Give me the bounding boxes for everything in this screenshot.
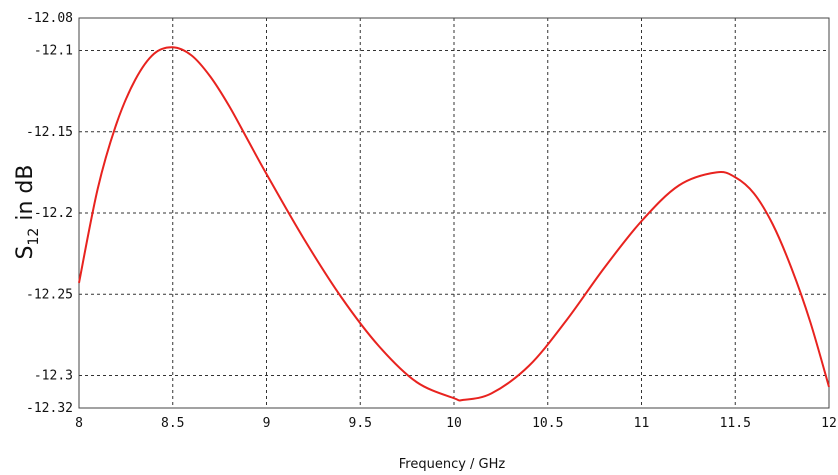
x-tick-label: 12 — [821, 416, 837, 431]
tick-layer: 8 8.5 9 9.5 10 10.5 11 11.5 12 -12.08 -12.1 -12.15 -… — [26, 11, 837, 431]
y-axis-title-rest: in dB — [13, 165, 38, 228]
x-tick-label: 10.5 — [532, 416, 563, 431]
plot-frame — [78, 17, 830, 409]
x-tick-label: 10 — [446, 416, 462, 431]
x-axis-title: Frequency / GHz — [399, 457, 506, 472]
y-tick-label: -12.1 — [34, 44, 73, 59]
grid-layer — [79, 18, 829, 408]
series-line — [78, 46, 830, 402]
x-tick-label: 8 — [75, 416, 83, 431]
x-tick-label: 9.5 — [349, 416, 372, 431]
y-tick-label: -12.15 — [26, 125, 73, 140]
series-layer — [78, 46, 830, 402]
y-tick-label: -12.3 — [34, 369, 73, 384]
x-tick-label: 9 — [263, 416, 271, 431]
x-tick-label: 11 — [634, 416, 650, 431]
x-tick-label: 11.5 — [720, 416, 751, 431]
y-axis-title-subscript: 12 — [26, 228, 42, 246]
y-tick-label: -12.2 — [34, 206, 73, 221]
y-tick-label: -12.25 — [26, 287, 73, 302]
y-axis-title-main: S — [13, 245, 38, 259]
y-tick-label: -12.32 — [26, 401, 73, 416]
x-tick-label: 8.5 — [161, 416, 184, 431]
y-tick-label: -12.08 — [26, 11, 73, 26]
y-axis-title: S12 in dB — [13, 165, 42, 260]
